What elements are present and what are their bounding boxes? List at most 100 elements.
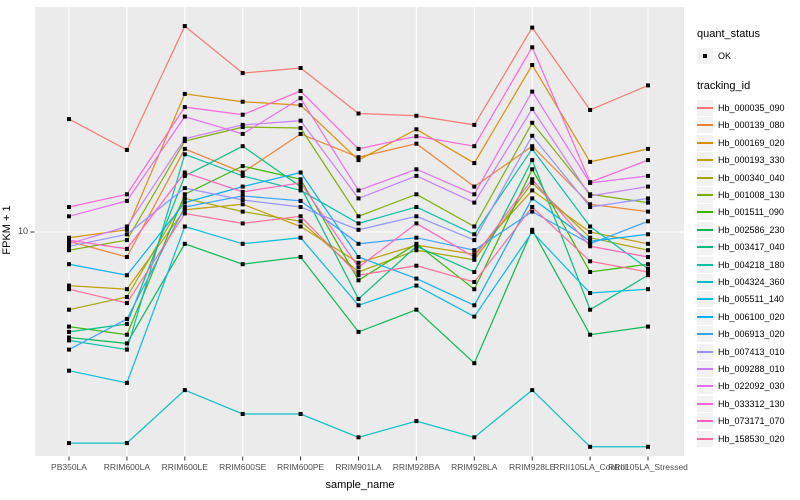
data-point — [124, 192, 129, 197]
data-point — [414, 244, 419, 249]
data-point — [646, 255, 650, 259]
data-point — [240, 193, 245, 198]
data-point — [530, 196, 535, 201]
data-point — [67, 235, 71, 240]
data-point — [240, 262, 245, 267]
legend-item-tracking: Hb_004218_180 — [697, 256, 785, 273]
legend-label-tracking-id: Hb_073171_070 — [718, 416, 785, 427]
legend-item-tracking: Hb_022092_030 — [697, 378, 785, 395]
data-point — [240, 112, 245, 117]
data-point — [530, 177, 535, 182]
data-point — [588, 291, 593, 295]
data-point — [472, 303, 477, 308]
legend-item-tracking: Hb_004324_360 — [697, 273, 785, 290]
data-point — [472, 257, 477, 262]
legend-item-tracking: Hb_073171_070 — [697, 412, 785, 430]
data-point — [124, 198, 129, 203]
x-tick-label: RRIM600LA — [104, 462, 151, 472]
legend-item-ok: OK — [697, 47, 785, 64]
data-point — [298, 177, 303, 182]
legend-item-tracking: Hb_000139_080 — [697, 117, 785, 134]
data-point — [182, 24, 187, 29]
data-point — [530, 167, 535, 172]
data-point — [588, 244, 593, 249]
legend-label-tracking-id: Hb_000169_020 — [718, 137, 785, 148]
data-point — [240, 164, 245, 169]
legend-item-tracking: Hb_000169_020 — [697, 134, 785, 151]
legend-key-swatch — [697, 430, 713, 447]
data-point — [356, 146, 361, 151]
legend-key-swatch — [697, 291, 713, 308]
data-point — [356, 273, 361, 278]
data-point — [414, 248, 419, 253]
data-point — [182, 173, 187, 178]
data-point — [646, 219, 650, 224]
x-tick-label: RRII105LA_Control — [553, 462, 627, 472]
data-point — [240, 71, 245, 76]
legend-label-tracking-id: Hb_000035_090 — [718, 103, 785, 114]
data-point — [298, 103, 303, 108]
data-point — [124, 317, 129, 321]
data-point — [588, 270, 593, 274]
data-point — [124, 341, 129, 346]
data-point — [646, 262, 650, 267]
data-point — [124, 224, 129, 229]
legend-label-tracking-id: Hb_001511_090 — [718, 207, 784, 218]
data-point — [646, 241, 650, 246]
data-point — [646, 270, 650, 274]
legend-line-icon — [697, 228, 713, 231]
data-point — [588, 193, 593, 198]
data-point — [298, 170, 303, 175]
data-point — [414, 173, 419, 178]
data-point — [298, 198, 303, 203]
data-point — [414, 127, 419, 132]
data-point — [646, 287, 650, 292]
data-point — [182, 91, 187, 96]
data-point — [298, 66, 303, 70]
data-point — [646, 196, 650, 201]
data-point — [588, 332, 593, 337]
legend-line-icon — [697, 385, 713, 388]
legend-title-tracking-id: tracking_id — [697, 80, 751, 93]
data-point — [182, 114, 187, 119]
legend-item-tracking: Hb_033312_130 — [697, 395, 785, 412]
data-point — [646, 83, 650, 88]
data-point — [298, 180, 303, 185]
data-point — [298, 235, 303, 240]
data-point — [240, 202, 245, 207]
x-tick-label: RRIM928LE — [509, 462, 556, 472]
legend-label-tracking-id: Hb_001008_130 — [718, 190, 785, 201]
data-point — [67, 329, 71, 334]
data-point — [414, 263, 419, 268]
data-point — [646, 200, 650, 205]
data-point — [67, 335, 71, 340]
legend-label-ok: OK — [718, 50, 732, 61]
data-point — [356, 158, 361, 163]
data-point — [588, 444, 593, 449]
legend-line-icon — [697, 280, 713, 283]
data-point — [530, 89, 535, 94]
data-point — [356, 297, 361, 301]
data-point — [356, 255, 361, 259]
legend-label-tracking-id: Hb_004218_180 — [718, 259, 785, 270]
data-point — [414, 419, 419, 424]
data-point — [472, 238, 477, 243]
data-point — [298, 96, 303, 101]
legend-label-tracking-id: Hb_000340_040 — [718, 172, 785, 183]
data-point — [530, 144, 535, 149]
data-point — [182, 196, 187, 201]
data-point — [182, 139, 187, 144]
data-point — [182, 186, 187, 191]
legend-title-quant-status: quant_status — [697, 28, 760, 40]
data-point — [182, 211, 187, 216]
data-point — [530, 63, 535, 67]
data-point — [646, 324, 650, 329]
data-point — [414, 283, 419, 288]
legend-line-icon — [697, 350, 713, 353]
legend-key-swatch — [697, 326, 713, 343]
data-point — [472, 224, 477, 229]
legend-key-swatch — [697, 169, 713, 186]
legend-label-tracking-id: Hb_158530_020 — [718, 433, 785, 444]
legend-item-tracking: Hb_002586_230 — [697, 221, 785, 238]
